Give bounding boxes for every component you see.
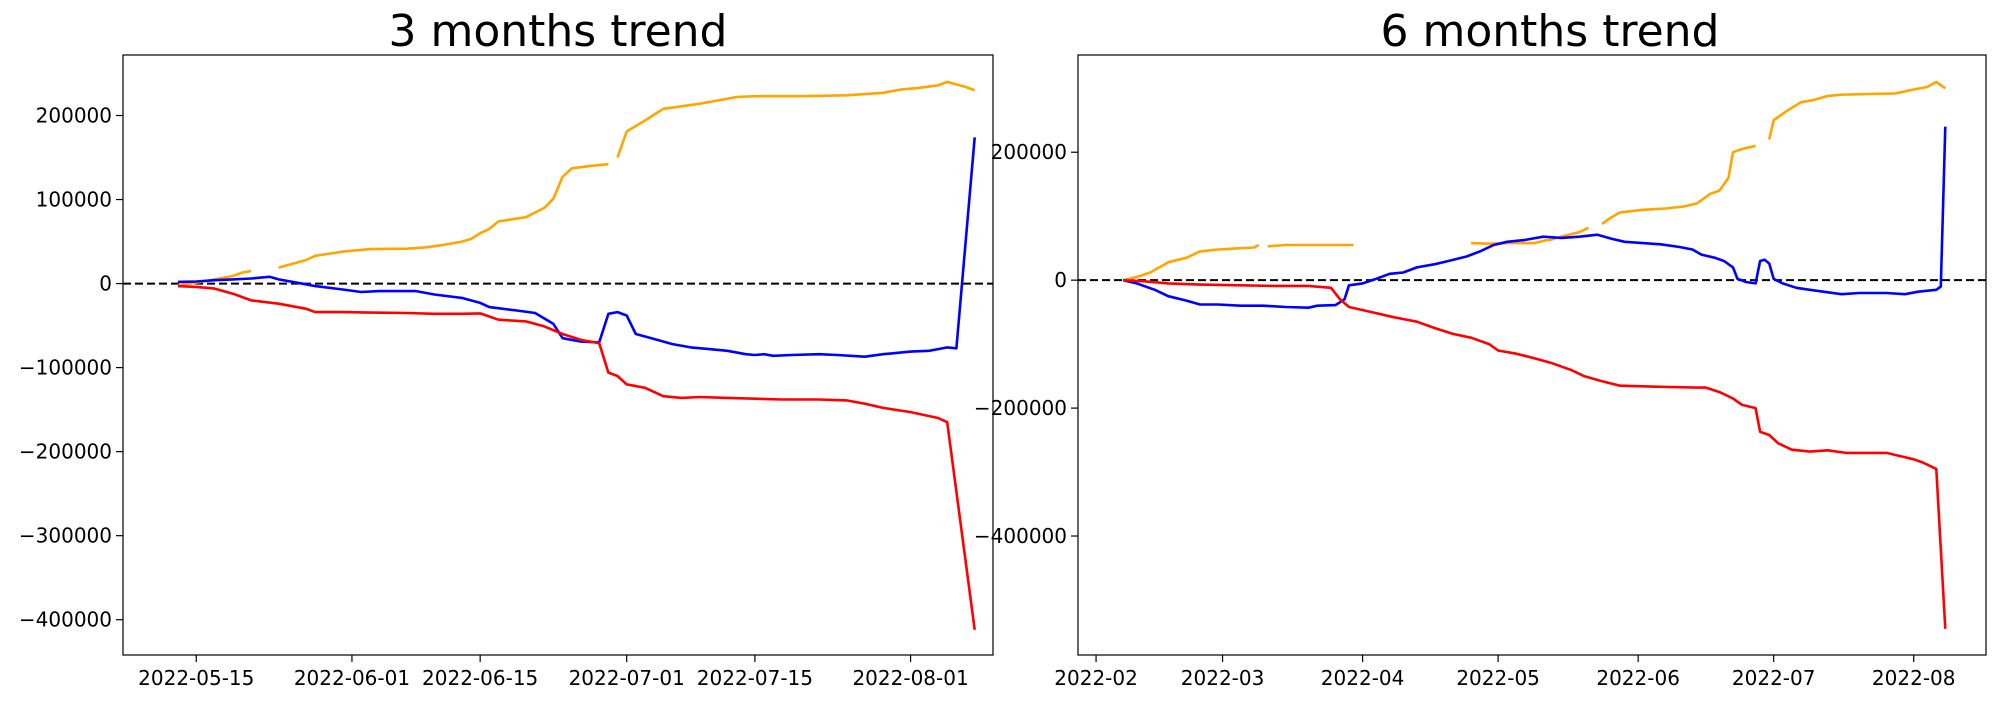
- x-tick-label: 2022-07-01: [569, 666, 685, 690]
- series-line-0: [177, 269, 252, 287]
- series-line-0: [1122, 243, 1260, 282]
- y-tick-label: 200000: [991, 140, 1067, 164]
- y-tick-label: −100000: [19, 356, 112, 380]
- series-line-0: [1767, 80, 1947, 140]
- series-line-0: [1601, 144, 1756, 225]
- y-tick-label: −300000: [19, 524, 112, 548]
- chart-title: 3 months trend: [389, 6, 728, 57]
- y-tick-label: 0: [99, 272, 112, 296]
- x-tick-label: 2022-06-01: [294, 666, 410, 690]
- series-line-2: [177, 284, 976, 630]
- x-tick-label: 2022-08-01: [852, 666, 968, 690]
- series-line-1: [1122, 126, 1947, 310]
- chart-panel-3-months: 3 months trend 200000 100000 0 −100000 −2000…: [19, 6, 994, 690]
- y-tick-label: −200000: [19, 440, 112, 464]
- chart-title: 6 months trend: [1381, 6, 1720, 57]
- plot-area-frame: [1077, 54, 1987, 656]
- series-line-0: [1470, 238, 1549, 245]
- x-tick-label: 2022-03: [1181, 666, 1265, 690]
- series-line-0: [1267, 243, 1354, 248]
- y-tick-label: 0: [1054, 268, 1067, 292]
- y-tick-label: −200000: [974, 396, 1067, 420]
- y-tick-label: 200000: [36, 104, 112, 128]
- y-tick-label: −400000: [19, 608, 112, 632]
- x-tick-label: 2022-04: [1321, 666, 1405, 690]
- x-tick-label: 2022-07-15: [697, 666, 813, 690]
- x-tick-label: 2022-06: [1596, 666, 1680, 690]
- chart-panel-6-months: 6 months trend 200000 0 −200000 −400000 2022…: [974, 6, 1987, 690]
- series-line-2: [1123, 278, 1947, 629]
- x-tick-label: 2022-05-15: [138, 666, 254, 690]
- x-tick-label: 2022-02: [1054, 666, 1138, 690]
- x-tick-label: 2022-07: [1732, 666, 1816, 690]
- series-line-1: [177, 137, 976, 359]
- y-tick-label: −400000: [974, 524, 1067, 548]
- plot-area-frame: [122, 54, 994, 656]
- series-line-0: [616, 80, 976, 158]
- x-tick-label: 2022-08: [1872, 666, 1956, 690]
- series-line-0: [278, 162, 609, 269]
- x-tick-label: 2022-05: [1456, 666, 1540, 690]
- x-tick-label: 2022-06-15: [422, 666, 538, 690]
- y-tick-label: 100000: [36, 188, 112, 212]
